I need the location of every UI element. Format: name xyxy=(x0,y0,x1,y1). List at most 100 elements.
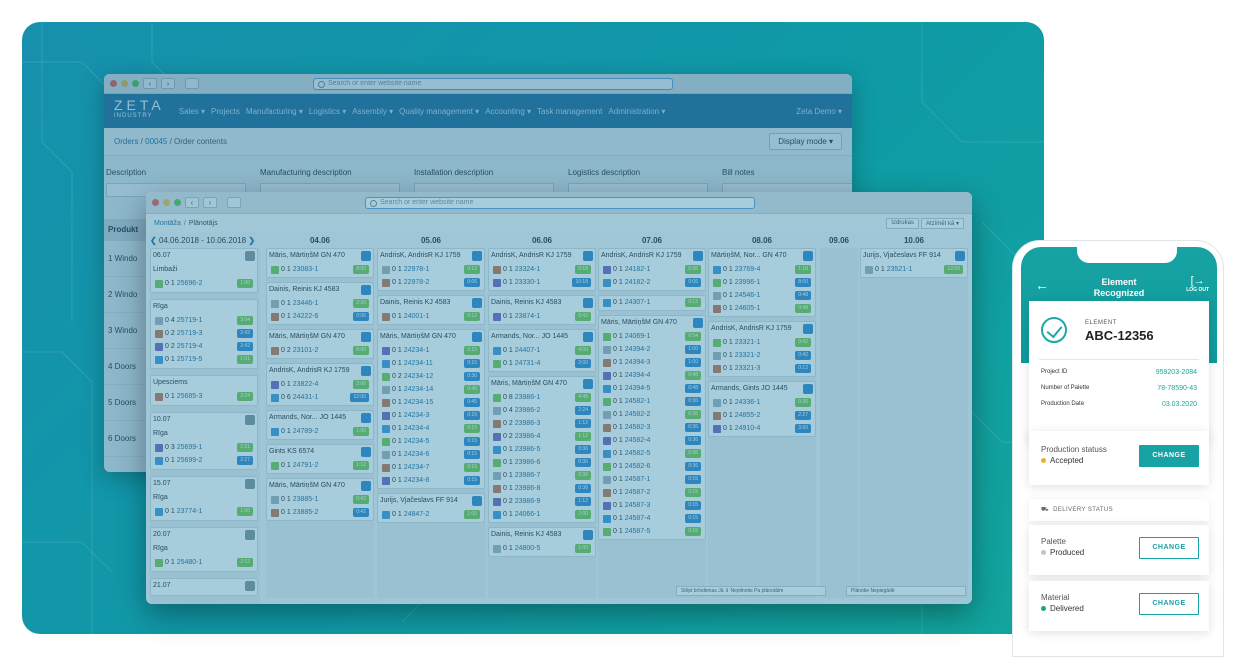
job-row[interactable]: 0 1 24789-2 1:00 xyxy=(267,425,373,438)
job-id[interactable]: 25480-1 xyxy=(176,559,203,566)
url-bar[interactable]: Search or enter website name xyxy=(365,196,755,209)
job-id[interactable]: 23986-5 xyxy=(514,446,541,453)
job-row[interactable]: 0 1 25480-1 2:12 xyxy=(151,556,257,569)
crew-group[interactable]: Gints KS 6574 0 1 24791-2 1:12 xyxy=(266,444,374,474)
display-mode-button[interactable]: Display mode ▾ xyxy=(769,133,842,150)
logout-button[interactable]: [→ LOG OUT xyxy=(1186,275,1209,294)
job-id[interactable]: 24234-12 xyxy=(403,373,434,380)
edit-icon[interactable] xyxy=(803,384,813,394)
backlog-group[interactable]: 06.07 Limbaži 0 1 25696-2 1:00 xyxy=(150,248,258,293)
job-id[interactable]: 23986-4 xyxy=(514,433,541,440)
backlog-group[interactable]: Rīga 0 4 25719-1 3:04 0 2 25719-3 2:42 0 2 25… xyxy=(150,299,258,369)
crew-group[interactable]: AndrisK, AndrisR KJ 1759 0 1 23321-1 0:42 0… xyxy=(708,321,816,377)
job-row[interactable]: 0 1 24182-1 0:36 xyxy=(599,263,705,276)
job-id[interactable]: 22978-2 xyxy=(403,279,430,286)
job-row[interactable]: 0 1 25699-2 2:27 xyxy=(151,454,257,467)
job-id[interactable]: 25719-1 xyxy=(176,317,203,324)
job-row[interactable]: 0 1 23986-5 0:36 xyxy=(489,443,595,456)
backlog-group[interactable]: Upesciems 0 1 25685-3 2:24 xyxy=(150,375,258,406)
filter-select[interactable]: Slēpt brīvdienas Jā ⇕ Nepilnotie Pa plān… xyxy=(676,586,826,596)
job-id[interactable]: 24234-1 xyxy=(403,347,430,354)
crew-group[interactable]: Armands, Nor... JO 1445 0 1 24789-2 1:00 xyxy=(266,410,374,440)
crew-group[interactable]: Māris, MārtiņšM GN 470 0 1 23885-1 0:42 0 1… xyxy=(266,478,374,521)
sidebar-toggle-icon[interactable] xyxy=(185,78,199,89)
job-id[interactable]: 23446-1 xyxy=(292,300,319,307)
job-row[interactable]: 0 1 23885-2 0:42 xyxy=(267,506,373,519)
job-id[interactable]: 24587-5 xyxy=(624,528,651,535)
job-id[interactable]: 23885-1 xyxy=(292,496,319,503)
job-row[interactable]: 0 1 25685-3 2:24 xyxy=(151,390,257,403)
crew-group[interactable]: AndrisK, AndrisR KJ 1759 0 1 23324-1 0:18 0… xyxy=(488,248,596,291)
edit-icon[interactable] xyxy=(583,332,593,342)
table-row[interactable]: 3 Windo xyxy=(104,313,164,349)
change-palette-button[interactable]: CHANGE xyxy=(1139,537,1199,559)
job-row[interactable]: 0 1 24582-4 0:36 xyxy=(599,434,705,447)
edit-icon[interactable] xyxy=(245,415,255,425)
job-row[interactable]: 0 1 24605-1 0:48 xyxy=(709,302,815,315)
job-row[interactable]: 0 1 23324-1 0:18 xyxy=(489,263,595,276)
job-row[interactable]: 0 1 23083-1 8:00 xyxy=(267,263,373,276)
minimize-dot-icon[interactable] xyxy=(163,199,170,206)
prev-week-icon[interactable]: ❮ xyxy=(150,236,157,245)
job-row[interactable]: 0 1 25719-5 1:01 xyxy=(151,353,257,366)
nav-item-accounting[interactable]: Accounting ▾ xyxy=(485,106,532,116)
job-row[interactable]: 0 2 23986-9 1:12 xyxy=(489,495,595,508)
job-row[interactable]: 0 1 23446-1 2:30 xyxy=(267,297,373,310)
job-row[interactable]: 0 3 25699-1 2:21 xyxy=(151,441,257,454)
job-row[interactable]: 0 1 23986-6 0:36 xyxy=(489,456,595,469)
job-id[interactable]: 23986-1 xyxy=(514,394,541,401)
job-id[interactable]: 25719-4 xyxy=(176,343,203,350)
job-id[interactable]: 23521-1 xyxy=(886,266,913,273)
crew-group[interactable]: AndrisK, AndrisR KJ 1759 0 1 22978-1 0:12 0… xyxy=(377,248,485,291)
job-row[interactable]: 0 1 24234-15 0:45 xyxy=(378,396,484,409)
crew-group[interactable]: MārtiņšM, Nor... GN 470 0 1 23769-4 1:18 0 … xyxy=(708,248,816,317)
close-dot-icon[interactable] xyxy=(152,199,159,206)
job-row[interactable]: 0 2 24234-12 0:30 xyxy=(378,370,484,383)
job-id[interactable]: 23996-1 xyxy=(734,279,761,286)
job-row[interactable]: 0 1 24587-5 0:15 xyxy=(599,525,705,538)
crew-group[interactable]: Dainis, Reinis KJ 4583 0 1 24800-5 1:00 xyxy=(488,527,596,557)
job-row[interactable]: 0 1 24394-5 0:48 xyxy=(599,382,705,395)
job-id[interactable]: 22978-1 xyxy=(403,266,430,273)
job-row[interactable]: 0 1 24234-11 0:15 xyxy=(378,357,484,370)
filter-select[interactable]: Plānotie Nepiegādē xyxy=(846,586,966,596)
forward-arrow-icon[interactable]: › xyxy=(203,197,217,208)
job-id[interactable]: 24234-5 xyxy=(403,438,430,445)
edit-icon[interactable] xyxy=(472,332,482,342)
job-id[interactable]: 24001-1 xyxy=(403,313,430,320)
job-id[interactable]: 23986-8 xyxy=(514,485,541,492)
job-row[interactable]: 0 2 25719-4 2:42 xyxy=(151,340,257,353)
job-row[interactable]: 0 1 23321-2 0:42 xyxy=(709,349,815,362)
job-id[interactable]: 24546-1 xyxy=(734,292,761,299)
nav-item-projects[interactable]: Projects xyxy=(211,106,240,116)
job-row[interactable]: 0 1 24587-1 0:15 xyxy=(599,473,705,486)
job-id[interactable]: 24234-6 xyxy=(403,451,430,458)
crew-group[interactable]: AndrisK, AndrisR KJ 1759 0 1 24182-1 0:36 0… xyxy=(598,248,706,291)
job-id[interactable]: 24069-1 xyxy=(624,333,651,340)
back-arrow-icon[interactable]: ‹ xyxy=(143,78,157,89)
change-material-button[interactable]: CHANGE xyxy=(1139,593,1199,615)
job-id[interactable]: 23321-2 xyxy=(734,352,761,359)
job-row[interactable]: 0 2 23986-4 1:12 xyxy=(489,430,595,443)
job-id[interactable]: 25696-2 xyxy=(176,280,203,287)
nav-item-quality[interactable]: Quality management ▾ xyxy=(399,106,480,116)
job-id[interactable]: 24066-1 xyxy=(514,511,541,518)
job-row[interactable]: 0 1 24394-3 1:00 xyxy=(599,356,705,369)
crew-group[interactable]: Armands, Gints JO 1445 0 1 24336-1 0:30 0 1… xyxy=(708,381,816,437)
job-row[interactable]: 0 1 23330-1 10:18 xyxy=(489,276,595,289)
job-id[interactable]: 24234-8 xyxy=(403,477,430,484)
job-id[interactable]: 24394-2 xyxy=(624,346,651,353)
job-row[interactable]: 0 1 24855-2 2:27 xyxy=(709,409,815,422)
job-id[interactable]: 24789-2 xyxy=(292,428,319,435)
job-row[interactable]: 0 1 24587-3 0:15 xyxy=(599,499,705,512)
job-id[interactable]: 24182-2 xyxy=(624,279,651,286)
job-row[interactable]: 0 1 24394-2 1:00 xyxy=(599,343,705,356)
nav-item-manufacturing[interactable]: Manufacturing ▾ xyxy=(245,106,303,116)
crew-group[interactable]: 0 1 24307-1 0:12 xyxy=(598,295,706,311)
job-row[interactable]: 0 1 24587-4 0:15 xyxy=(599,512,705,525)
job-id[interactable]: 23330-1 xyxy=(514,279,541,286)
job-row[interactable]: 0 1 23996-1 8:00 xyxy=(709,276,815,289)
job-row[interactable]: 0 6 24431-1 12:00 xyxy=(267,391,373,404)
job-row[interactable]: 0 1 22978-1 0:12 xyxy=(378,263,484,276)
job-id[interactable]: 23101-2 xyxy=(292,347,319,354)
